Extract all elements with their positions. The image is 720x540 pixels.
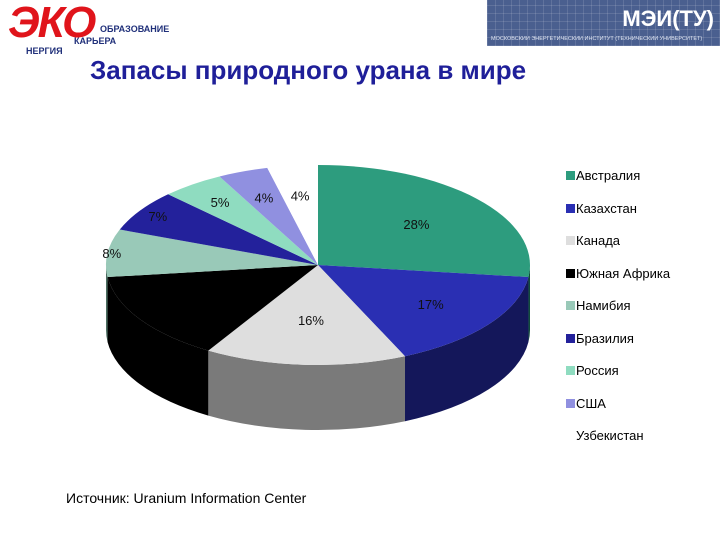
legend-label: Канада — [576, 233, 621, 248]
pie-label-канада: 16% — [298, 313, 324, 328]
source-note: Источник: Uranium Information Center — [66, 490, 307, 506]
legend-swatch — [566, 333, 575, 343]
legend-item-сша: США — [566, 396, 606, 414]
pie-side-walls — [106, 265, 530, 430]
pie-slice-узбекистан — [267, 165, 318, 265]
pie-label-сша: 4% — [254, 191, 273, 206]
pie-label-австралия: 28% — [403, 217, 429, 232]
pie-label-намибия: 8% — [102, 246, 121, 261]
pie-label-россия: 5% — [211, 195, 230, 210]
mei-logo-pattern — [487, 0, 720, 46]
pie-slice-намибия — [105, 229, 318, 278]
pie-slice-бразилия — [119, 194, 319, 265]
mei-logo-subtitle: МОСКОВСКИЙ ЭНЕРГЕТИЧЕСКИЙ ИНСТИТУТ (ТЕХН… — [491, 36, 703, 42]
legend-swatch — [566, 171, 575, 181]
eko-logo: ЭКО ОБРАЗОВАНИЕ КАРЬЕРА НЕРГИЯ — [0, 0, 170, 60]
legend-label: Узбекистан — [576, 428, 644, 443]
pie-slice-австралия — [318, 165, 530, 278]
legend-label: Южная Африка — [576, 265, 671, 281]
slide-title: Запасы природного урана в мире — [90, 55, 527, 85]
eko-logo-text: ЭКО — [8, 0, 96, 47]
pie-slice-канада — [208, 265, 406, 365]
pie-side-южная-африка — [107, 277, 209, 416]
legend-item-казахстан: Казахстан — [566, 201, 637, 219]
pie-side-канада — [208, 350, 406, 430]
legend-swatch — [566, 366, 575, 376]
legend-item-узбекистан: Узбекистан — [566, 428, 644, 446]
legend-label: Бразилия — [576, 330, 634, 346]
legend-label: Казахстан — [576, 200, 637, 216]
mei-logo-text: МЭИ(ТУ) — [622, 6, 714, 31]
pie-label-бразилия: 7% — [148, 209, 167, 224]
legend-item-южная-африка: Южная Африка — [566, 266, 670, 284]
legend-item-австралия: Австралия — [566, 168, 640, 186]
legend-label: США — [576, 395, 606, 411]
legend-label: Австралия — [576, 168, 641, 183]
pie-label-узбекистан: 4% — [291, 189, 310, 204]
pie-side-казахстан — [405, 277, 529, 422]
legend-item-канада: Канада — [566, 233, 620, 251]
pie-label-казахстан: 17% — [418, 297, 444, 312]
pie-slice-россия — [168, 176, 318, 265]
legend-swatch — [566, 431, 575, 441]
legend-swatch — [566, 203, 575, 213]
eko-logo-line1: ОБРАЗОВАНИЕ — [100, 24, 170, 34]
legend-swatch — [566, 268, 575, 278]
pie-slice-южная-африка — [107, 265, 318, 351]
pie-side-намибия — [106, 265, 108, 343]
pie-slice-казахстан — [318, 265, 529, 357]
pie-data-labels: 28% 17% 16% 8% 7% 5% 4% 4% — [102, 189, 444, 328]
eko-logo-line2: КАРЬЕРА — [74, 36, 117, 46]
eko-logo-line3: НЕРГИЯ — [26, 46, 63, 56]
legend-swatch — [566, 398, 575, 408]
legend-item-намибия: Намибия — [566, 298, 631, 316]
legend-label: Намибия — [576, 298, 631, 313]
pie-side-австралия — [528, 265, 530, 343]
legend-label: Россия — [576, 363, 619, 378]
pie-slices — [105, 165, 530, 365]
legend-swatch — [566, 301, 575, 311]
legend-swatch — [566, 236, 575, 246]
mei-logo: МЭИ(ТУ) МОСКОВСКИЙ ЭНЕРГЕТИЧЕСКИЙ ИНСТИТ… — [487, 0, 720, 46]
legend-item-россия: Россия — [566, 363, 619, 381]
pie-slice-сша — [219, 167, 318, 265]
legend-item-бразилия: Бразилия — [566, 331, 634, 349]
